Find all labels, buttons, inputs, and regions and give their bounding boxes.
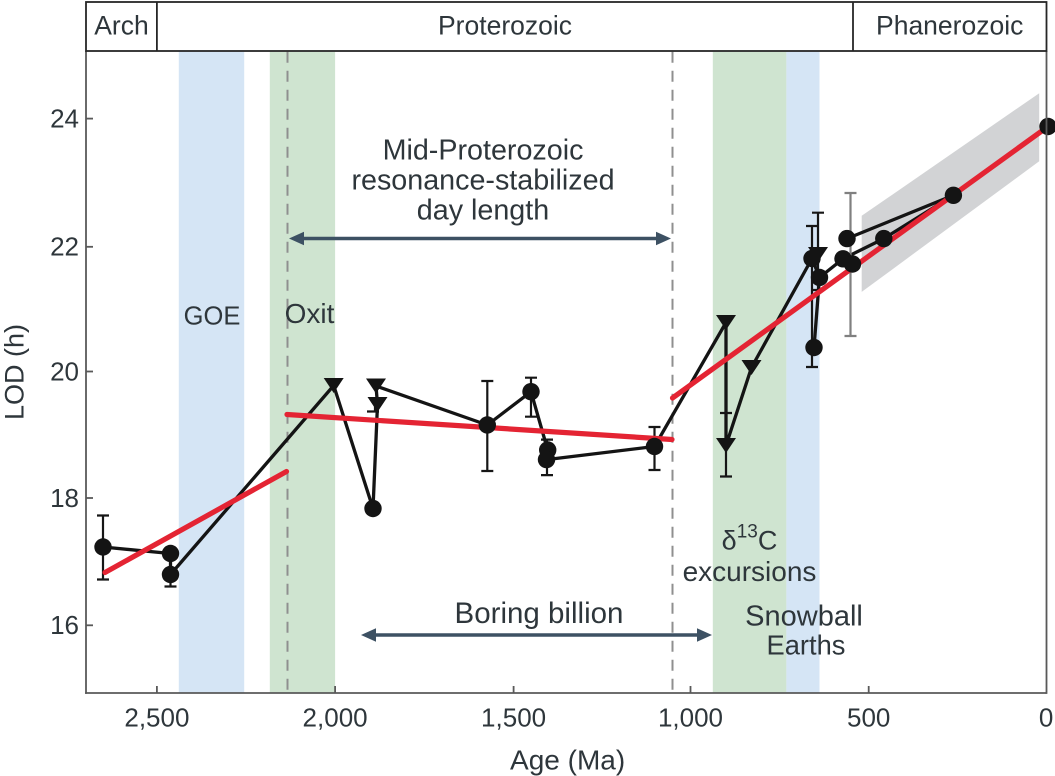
svg-text:Snowball: Snowball (745, 601, 863, 633)
svg-text:20: 20 (50, 356, 79, 386)
svg-text:Boring billion: Boring billion (455, 597, 624, 630)
svg-text:Mid-Proterozoic: Mid-Proterozoic (383, 134, 584, 166)
svg-text:1,000: 1,000 (658, 703, 723, 733)
svg-text:0: 0 (1039, 703, 1053, 733)
svg-text:Earths: Earths (767, 630, 846, 661)
svg-text:Oxit: Oxit (285, 298, 335, 329)
svg-text:18: 18 (50, 483, 79, 513)
svg-text:1,500: 1,500 (481, 703, 546, 733)
svg-text:22: 22 (50, 232, 79, 262)
svg-text:16: 16 (50, 610, 79, 640)
svg-text:Proterozoic: Proterozoic (438, 10, 572, 40)
svg-text:excursions: excursions (683, 556, 817, 587)
svg-text:2,500: 2,500 (124, 703, 189, 733)
svg-text:LOD (h): LOD (h) (0, 324, 30, 420)
svg-text:500: 500 (847, 703, 890, 733)
svg-text:Arch: Arch (94, 10, 149, 40)
svg-text:day length: day length (417, 195, 549, 227)
svg-text:Phanerozoic: Phanerozoic (876, 10, 1023, 40)
svg-text:Age (Ma): Age (Ma) (510, 744, 625, 775)
svg-text:resonance-stabilized: resonance-stabilized (351, 165, 614, 197)
svg-text:24: 24 (50, 104, 79, 134)
svg-text:GOE: GOE (184, 303, 241, 331)
svg-text:2,000: 2,000 (303, 703, 368, 733)
